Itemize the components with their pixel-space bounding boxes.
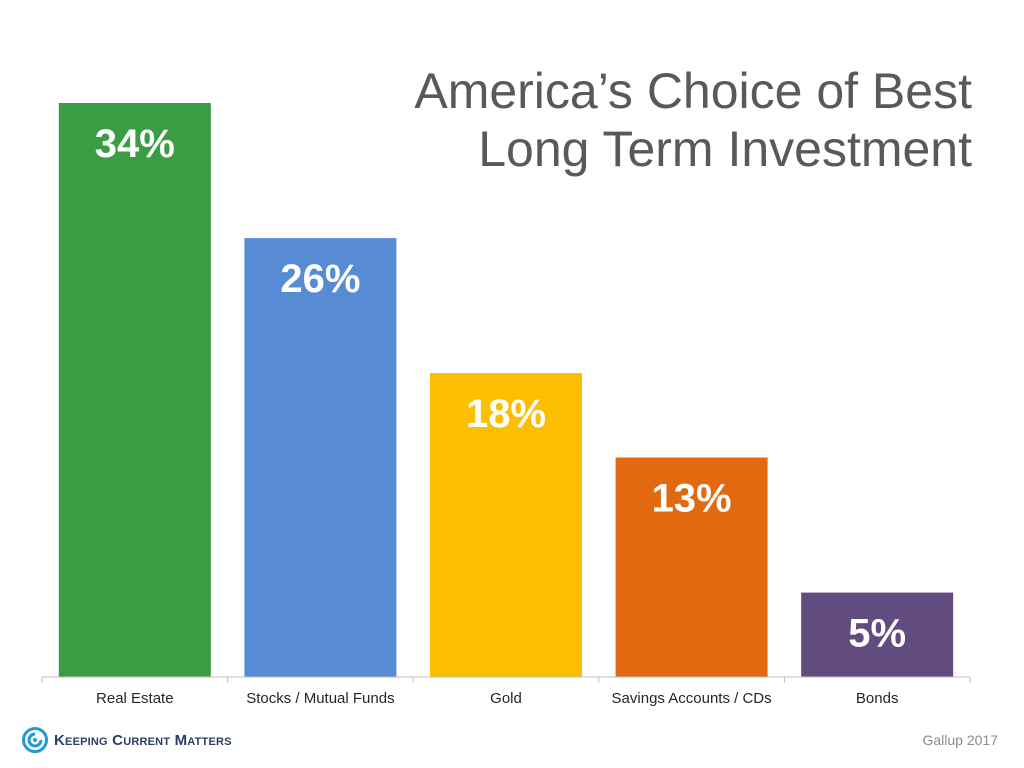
category-label-stocks-mutual-funds: Stocks / Mutual Funds — [246, 690, 394, 707]
category-label-savings-accounts-cds: Savings Accounts / CDs — [612, 690, 772, 707]
chart-title-line-1: America’s Choice of Best — [414, 63, 972, 119]
bars-group — [58, 103, 954, 677]
category-label-real-estate: Real Estate — [96, 690, 174, 707]
data-labels: 34% 26% 18% 13% 5% — [95, 122, 906, 656]
source-credit: Gallup 2017 — [922, 732, 998, 748]
category-labels: Real Estate Stocks / Mutual Funds Gold Savi… — [96, 690, 898, 707]
data-label-stocks-mutual-funds: 26% — [280, 257, 360, 301]
bar-gold — [430, 373, 582, 677]
bar-stocks-mutual-funds — [244, 238, 397, 677]
bar-real-estate — [58, 103, 211, 677]
bar-bonds — [801, 592, 954, 677]
data-label-gold: 18% — [466, 392, 546, 436]
brand-logo: Keeping Current Matters — [22, 726, 232, 754]
bar-savings-accounts-cds — [615, 457, 768, 677]
data-label-real-estate: 34% — [95, 122, 175, 166]
data-label-bonds: 5% — [848, 612, 906, 656]
category-label-gold: Gold — [490, 690, 522, 707]
spiral-logo-icon — [22, 727, 48, 753]
chart-title-line-2: Long Term Investment — [478, 121, 972, 177]
x-axis-ticks — [41, 677, 971, 683]
category-label-bonds: Bonds — [856, 690, 899, 707]
brand-name: Keeping Current Matters — [54, 731, 232, 749]
chart-title: America’s Choice of Best Long Term Inves… — [252, 62, 972, 178]
data-label-savings-accounts-cds: 13% — [652, 477, 732, 521]
